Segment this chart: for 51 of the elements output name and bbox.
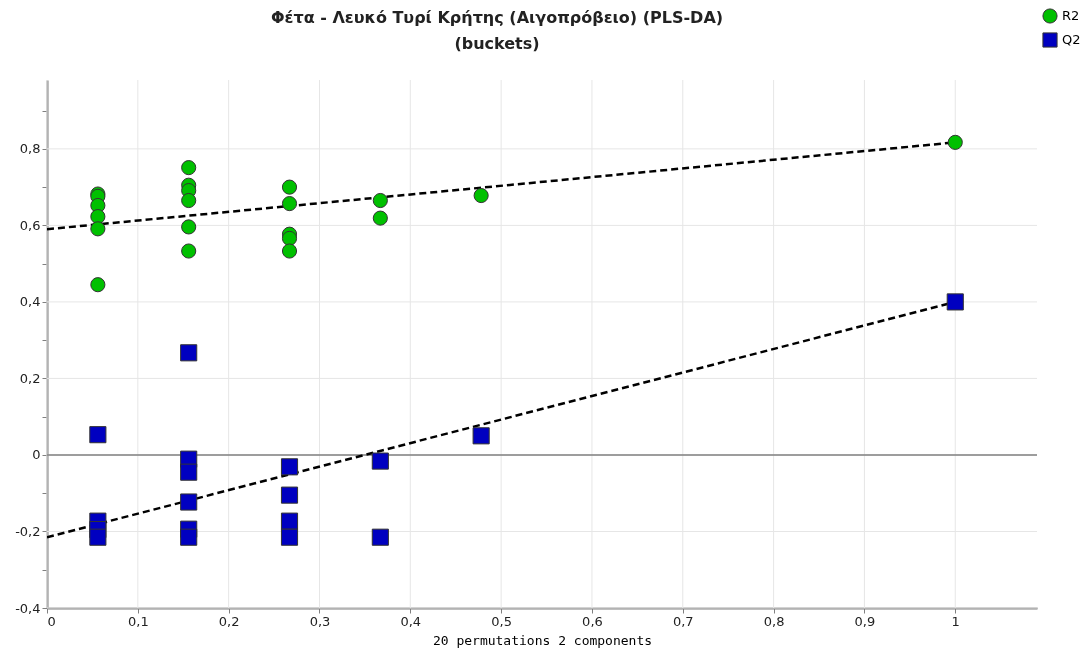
point xyxy=(947,134,963,150)
point xyxy=(280,486,299,504)
point xyxy=(281,243,298,259)
point xyxy=(180,463,198,481)
y-tick-label: 0,4 xyxy=(19,294,41,310)
point xyxy=(372,192,388,209)
point xyxy=(281,196,298,212)
point xyxy=(371,452,389,470)
chart-title: Φέτα - Λευκό Τυρί Κρήτης (Αιγοπρόβειο) (PLS-DA) xyxy=(270,8,724,27)
point xyxy=(181,243,197,259)
point xyxy=(946,293,964,311)
point xyxy=(280,528,299,546)
y-tick-label: -0,4 xyxy=(15,600,41,616)
x-tick-label: 0,5 xyxy=(491,613,512,629)
point xyxy=(89,528,107,546)
point xyxy=(180,528,198,546)
y-tick-label: 0,8 xyxy=(19,141,41,157)
point xyxy=(90,221,106,237)
x-tick-label: 0,6 xyxy=(582,613,603,629)
x-tick-label: 0 xyxy=(47,613,56,629)
y-tick-label: 0,6 xyxy=(19,217,41,233)
x-tick-label: 0,3 xyxy=(309,613,331,629)
y-tick-label: -0,2 xyxy=(15,523,41,539)
point xyxy=(280,458,299,476)
legend-label: R2 xyxy=(1062,8,1080,23)
x-axis-title: 20 permutations 2 components xyxy=(432,632,653,648)
point xyxy=(281,179,298,195)
point xyxy=(371,528,389,546)
point xyxy=(89,426,107,444)
point xyxy=(180,493,198,511)
point xyxy=(181,160,197,176)
point xyxy=(281,230,298,246)
point xyxy=(472,427,490,445)
point xyxy=(90,277,106,293)
point xyxy=(181,192,197,209)
point xyxy=(280,512,299,530)
x-tick-label: 0,2 xyxy=(218,613,240,629)
point xyxy=(372,210,388,226)
point xyxy=(181,219,197,235)
point xyxy=(473,187,489,204)
x-tick-label: 1 xyxy=(951,613,960,629)
x-tick-label: 0,1 xyxy=(127,613,149,629)
x-tick-label: 0,9 xyxy=(854,613,876,629)
x-tick-label: 0,7 xyxy=(672,613,694,629)
x-tick-label: 0,8 xyxy=(763,613,785,629)
point xyxy=(180,344,198,362)
chart-subtitle: (buckets) xyxy=(454,34,540,53)
y-tick-label: 0,2 xyxy=(19,370,41,386)
x-tick-label: 0,4 xyxy=(400,613,422,629)
legend-label: Q2 xyxy=(1062,32,1081,47)
y-tick-label: 0 xyxy=(32,447,41,463)
